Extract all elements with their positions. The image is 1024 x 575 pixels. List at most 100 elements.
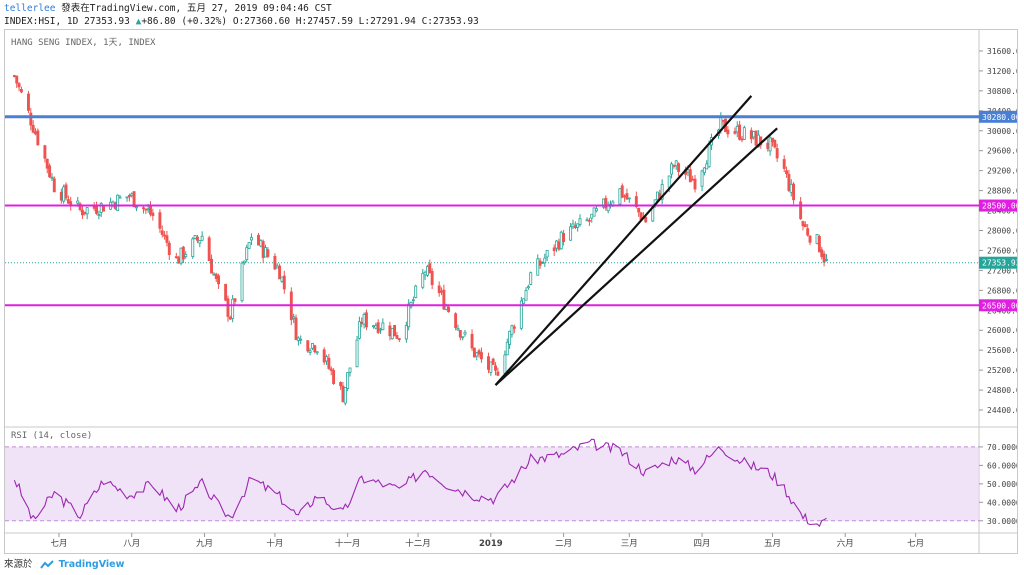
candle-up (315, 351, 319, 354)
candle-down (766, 142, 770, 149)
candle-down (294, 317, 298, 341)
candle-down (512, 326, 516, 329)
candle-up (752, 131, 756, 138)
candle-up (259, 240, 263, 247)
candle-up (423, 271, 427, 276)
candle-down (29, 112, 33, 126)
candle-up (503, 354, 507, 374)
candle-up (475, 352, 479, 357)
candle-down (487, 356, 490, 370)
candle-up (240, 262, 244, 302)
candle-down (17, 83, 21, 88)
candle-down (620, 185, 624, 198)
candle-up (742, 127, 746, 140)
candle-up (390, 327, 394, 340)
candle-up (296, 337, 300, 341)
candle-down (322, 349, 326, 363)
candle-up (618, 188, 622, 205)
candle-up (522, 298, 526, 304)
candle-up (308, 350, 312, 353)
tradingview-logo-icon (39, 559, 54, 569)
candle-up (414, 285, 418, 298)
candle-down (329, 368, 333, 371)
candle-up (212, 273, 216, 276)
candle-up (184, 254, 188, 257)
candle-down (48, 165, 52, 178)
author-link[interactable]: tellerlee (4, 3, 56, 14)
price-tick-label: 24400.00 (987, 406, 1017, 415)
candle-up (198, 240, 202, 244)
candle-down (15, 75, 19, 84)
time-tick-label: 十月 (266, 538, 283, 549)
time-tick-label: 八月 (123, 539, 140, 549)
candle-up (357, 321, 361, 339)
tradingview-brand-link[interactable]: TradingView (58, 559, 125, 570)
candle-down (266, 249, 270, 257)
price-tick-label: 30800.00 (987, 87, 1017, 96)
candle-down (677, 163, 681, 172)
candle-down (740, 138, 744, 141)
candle-down (587, 219, 591, 222)
candle-up (249, 237, 253, 241)
candle-up (606, 205, 610, 212)
candle-down (738, 124, 742, 140)
chart-panel[interactable]: HANG SENG INDEX, 1天, INDEX RSI (14, close… (4, 29, 1018, 554)
candles-group (12, 74, 828, 406)
price-tick-label: 25600.00 (987, 346, 1017, 355)
candle-down (754, 130, 758, 146)
candle-up (667, 175, 671, 188)
candle-down (458, 330, 462, 338)
price-tick-label: 25200.00 (987, 366, 1017, 375)
candle-down (341, 385, 345, 403)
candle-up (559, 231, 563, 250)
trendline (494, 95, 753, 386)
candle-up (571, 223, 575, 228)
candle-up (280, 276, 284, 282)
candle-down (43, 145, 47, 159)
candle-down (233, 298, 237, 302)
candle-down (479, 352, 483, 360)
price-tick-label: 26000.00 (987, 326, 1017, 335)
candle-up (674, 160, 678, 167)
candle-down (66, 199, 70, 204)
candle-up (362, 314, 366, 325)
level-tag (979, 110, 1017, 123)
candle-up (569, 226, 573, 241)
time-tick-label: 十一月 (335, 538, 361, 549)
candle-down (45, 158, 49, 169)
candle-up (346, 372, 350, 389)
time-tick-label: 六月 (837, 538, 854, 549)
candle-up (310, 343, 314, 349)
up-arrow-icon: ▲ (135, 16, 142, 27)
footer: 來源於 TradingView (4, 557, 124, 573)
candle-down (224, 283, 228, 301)
publish-line: tellerlee 發表在TradingView.com, 五月 27, 201… (4, 2, 1004, 16)
candle-down (261, 241, 265, 259)
candle-up (179, 247, 183, 264)
candle-down (787, 173, 791, 191)
candle-down (625, 193, 629, 200)
candle-down (59, 191, 63, 201)
candle-up (505, 341, 509, 356)
candle-up (824, 259, 828, 261)
chart-svg[interactable]: HANG SENG INDEX, 1天, INDEX RSI (14, close… (5, 30, 1017, 553)
candle-up (660, 184, 664, 200)
candle-down (573, 225, 577, 228)
candle-down (644, 216, 648, 223)
candle-up (76, 200, 80, 204)
candle-down (306, 340, 310, 352)
candle-down (557, 241, 561, 250)
candle-up (111, 201, 115, 206)
candle-down (181, 246, 185, 260)
candle-down (144, 208, 148, 211)
candle-down (440, 290, 443, 293)
rsi-tick-label: 70.0000 (987, 443, 1017, 452)
price-tick-label: 28800.00 (987, 187, 1017, 196)
price-tick-label: 27600.00 (987, 246, 1017, 255)
level-tag-label: 30280.00 (982, 113, 1017, 122)
candle-down (803, 224, 807, 228)
candle-down (339, 382, 343, 387)
candle-down (257, 234, 260, 246)
candle-up (299, 338, 303, 341)
price-tick-label: 31200.00 (987, 67, 1017, 76)
